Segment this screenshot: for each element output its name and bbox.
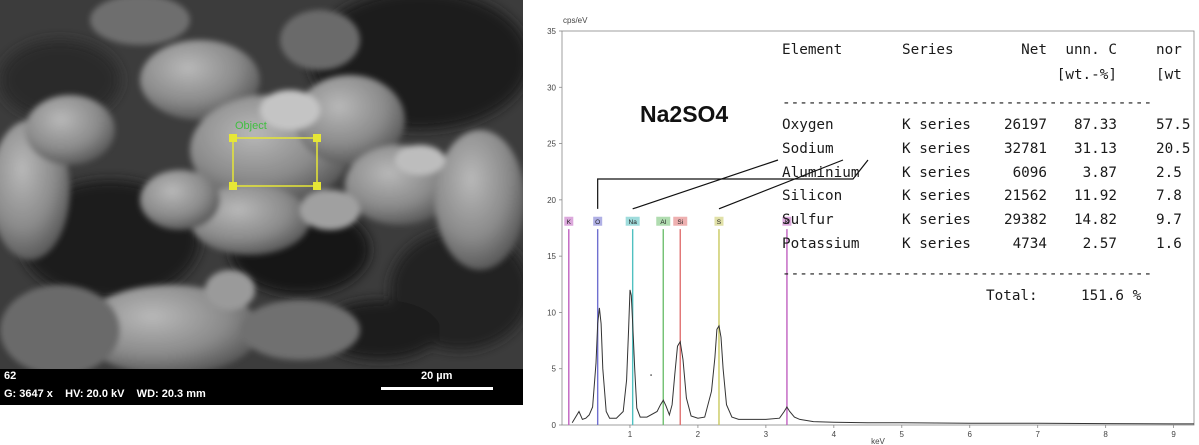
element-marker-label: O <box>595 219 600 226</box>
x-tick-label: 1 <box>628 430 633 439</box>
roi-handle <box>229 182 237 190</box>
scale-bar-label: 20 µm <box>421 370 453 382</box>
table-header-unit: [wt.-%] <box>1056 67 1117 83</box>
table-cell: K series <box>902 236 971 252</box>
table-cell: K series <box>902 117 971 133</box>
x-tick-label: 3 <box>764 430 769 439</box>
x-tick-label: 6 <box>968 430 973 439</box>
y-tick-label: 25 <box>547 140 556 149</box>
spectrum-dot <box>650 374 652 376</box>
table-cell: 31.13 <box>1073 140 1117 157</box>
table-cell: 6096 <box>1012 164 1047 181</box>
table-cell: 20.5 <box>1156 140 1191 157</box>
element-marker-label: K <box>785 219 790 226</box>
element-marker-label: Si <box>677 219 683 226</box>
element-marker-tag <box>714 216 724 226</box>
y-tick-label: 20 <box>547 196 556 205</box>
table-header-unit: [wt <box>1156 67 1182 83</box>
element-marker-tag <box>593 216 603 226</box>
table-header: Net <box>1021 42 1047 58</box>
plot-frame <box>561 30 1195 426</box>
table-header: nor <box>1156 42 1182 58</box>
y-tick-label: 10 <box>547 308 556 317</box>
table-cell: Potassium <box>782 236 860 252</box>
y-tick-label: 0 <box>552 421 557 430</box>
table-cell: 9.7 <box>1156 212 1182 229</box>
table-cell: 2.57 <box>1082 236 1117 252</box>
x-tick-label: 5 <box>900 430 905 439</box>
table-header: Element <box>782 42 843 58</box>
table-cell: Silicon <box>782 188 843 205</box>
y-axis-label: cps/eV <box>563 16 588 25</box>
spectrum-plot: 0 5 10 15 20 25 30 35 1 2 3 4 5 6 7 8 9 cps/eV keV K O Na Al Si… <box>547 16 1195 445</box>
callout-line <box>632 159 779 210</box>
total-value: 151.6 % <box>1081 288 1142 304</box>
table-cell: 14.82 <box>1073 212 1117 229</box>
table-cell: 2.5 <box>1156 164 1182 181</box>
table-cell: 57.5 <box>1156 117 1191 133</box>
table-divider-top: ----------------------------------------… <box>782 95 1153 111</box>
table-divider-bottom: ----------------------------------------… <box>782 266 1153 282</box>
scale-bar <box>381 387 493 390</box>
sem-info-line-1: 62 <box>4 370 17 382</box>
element-marker-label: K <box>567 219 572 226</box>
roi-handle <box>313 134 321 142</box>
x-tick-label: 7 <box>1035 430 1040 439</box>
sem-micrograph: Object 62 G: 3647 x HV: 20.0 kV WD: 20.3… <box>0 0 523 405</box>
element-marker-label: Na <box>629 219 638 226</box>
element-marker-tag <box>673 216 688 226</box>
spectrum-line <box>571 289 1194 425</box>
quant-table: Element Series Net unn. C nor [wt.-%] [wt Oxyg… <box>532 0 1199 445</box>
roi-handle <box>313 182 321 190</box>
sem-info-line-2: G: 3647 x HV: 20.0 kV WD: 20.3 mm <box>4 388 206 400</box>
total-label: Total: <box>986 288 1038 304</box>
x-tick-label: 9 <box>1171 430 1176 439</box>
roi-rectangle <box>232 137 318 187</box>
table-cell: Sulfur <box>782 212 834 229</box>
table-cell: K series <box>902 188 971 205</box>
table-cell: K series <box>902 164 971 181</box>
table-cell: 1.6 <box>1156 236 1182 252</box>
element-marker-tag <box>782 216 792 226</box>
y-tick-label: 35 <box>547 27 556 36</box>
x-tick-label: 2 <box>696 430 701 439</box>
y-tick-label: 5 <box>552 365 557 374</box>
table-cell: Aluminium <box>782 164 860 181</box>
element-marker-tag <box>656 216 671 226</box>
x-tick-label: 4 <box>832 430 837 439</box>
table-cell: K series <box>902 140 971 157</box>
table-cell: 87.33 <box>1073 117 1117 133</box>
table-cell: 21562 <box>1003 188 1047 205</box>
table-header: unn. C <box>1065 42 1117 58</box>
roi-label: Object <box>235 120 267 132</box>
roi-handle <box>229 134 237 142</box>
element-marker-tag <box>564 216 574 226</box>
x-tick-label: 8 <box>1103 430 1108 439</box>
table-cell: 7.8 <box>1156 188 1182 205</box>
table-cell: 3.87 <box>1082 164 1117 181</box>
callout-line <box>597 159 869 209</box>
eds-spectrum: 0 5 10 15 20 25 30 35 1 2 3 4 5 6 7 8 9 cps/eV keV K O Na Al Si… <box>532 0 1199 445</box>
y-tick-label: 15 <box>547 252 556 261</box>
element-marker-tag <box>625 216 640 226</box>
table-cell: 11.92 <box>1073 188 1117 205</box>
table-cell: 4734 <box>1012 236 1047 252</box>
x-axis-label: keV <box>871 437 885 445</box>
element-marker-label: Al <box>660 219 666 226</box>
table-cell: Oxygen <box>782 117 834 133</box>
table-header: Series <box>902 42 954 58</box>
y-tick-label: 30 <box>547 83 556 92</box>
callout-line <box>718 159 844 210</box>
compound-annotation: Na2SO4 <box>640 101 729 127</box>
sem-texture <box>0 0 523 405</box>
table-cell: K series <box>902 212 971 229</box>
element-marker-label: S <box>717 219 722 226</box>
table-cell: Sodium <box>782 140 834 157</box>
table-cell: 32781 <box>1003 140 1047 157</box>
table-cell: 26197 <box>1003 117 1047 133</box>
table-cell: 29382 <box>1003 212 1047 229</box>
